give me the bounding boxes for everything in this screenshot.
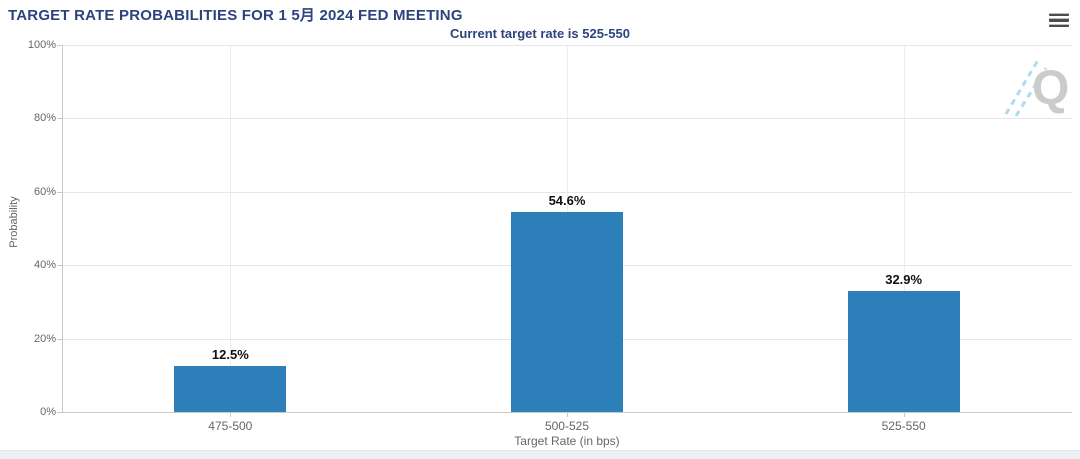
y-tick-mark: [57, 265, 62, 267]
x-axis-line: [62, 412, 1072, 413]
y-tick-label: 80%: [33, 112, 56, 125]
bar-value-label: 32.9%: [885, 272, 923, 288]
y-tick-mark: [57, 45, 62, 46]
x-tick-label: 475-500: [208, 419, 253, 433]
context-menu-button[interactable]: [1047, 9, 1073, 31]
bar-500-525[interactable]: [511, 211, 623, 412]
y-tick-label: 40%: [33, 259, 56, 272]
watermark-logo: Q: [1002, 54, 1072, 118]
y-tick-mark: [57, 338, 62, 340]
chart-title: TARGET RATE PROBABILITIES FOR 1 5月 2024 …: [8, 7, 463, 24]
x-tick-mark: [230, 412, 232, 417]
y-tick-mark: [57, 118, 62, 120]
y-axis-title: Probability: [8, 196, 20, 248]
watermark-letter: Q: [1032, 62, 1069, 115]
bar-value-label: 54.6%: [548, 192, 586, 208]
y-axis-line: [62, 45, 63, 412]
y-tick-mark: [57, 412, 62, 413]
x-gridline: [230, 45, 232, 412]
y-tick-mark: [57, 191, 62, 193]
y-tick-label: 100%: [27, 39, 56, 51]
chart-subtitle: Current target rate is 525-550: [450, 26, 630, 41]
bar-525-550[interactable]: [847, 291, 960, 412]
x-tick-mark: [903, 412, 905, 417]
footer-strip: [0, 450, 1080, 459]
bar-475-500[interactable]: [174, 366, 287, 412]
hamburger-icon: [1049, 23, 1069, 28]
x-axis-title: Target Rate (in bps): [514, 434, 620, 448]
y-tick-label: 20%: [33, 332, 56, 345]
hamburger-icon: [1049, 12, 1069, 17]
x-tick-mark: [567, 412, 568, 417]
x-gridline: [903, 45, 905, 412]
y-tick-label: 0%: [40, 406, 56, 418]
bar-value-label: 12.5%: [211, 347, 249, 363]
y-tick-label: 60%: [33, 185, 56, 198]
hamburger-icon: [1049, 18, 1069, 22]
x-tick-label: 525-550: [881, 419, 926, 433]
x-tick-label: 500-525: [544, 419, 589, 433]
